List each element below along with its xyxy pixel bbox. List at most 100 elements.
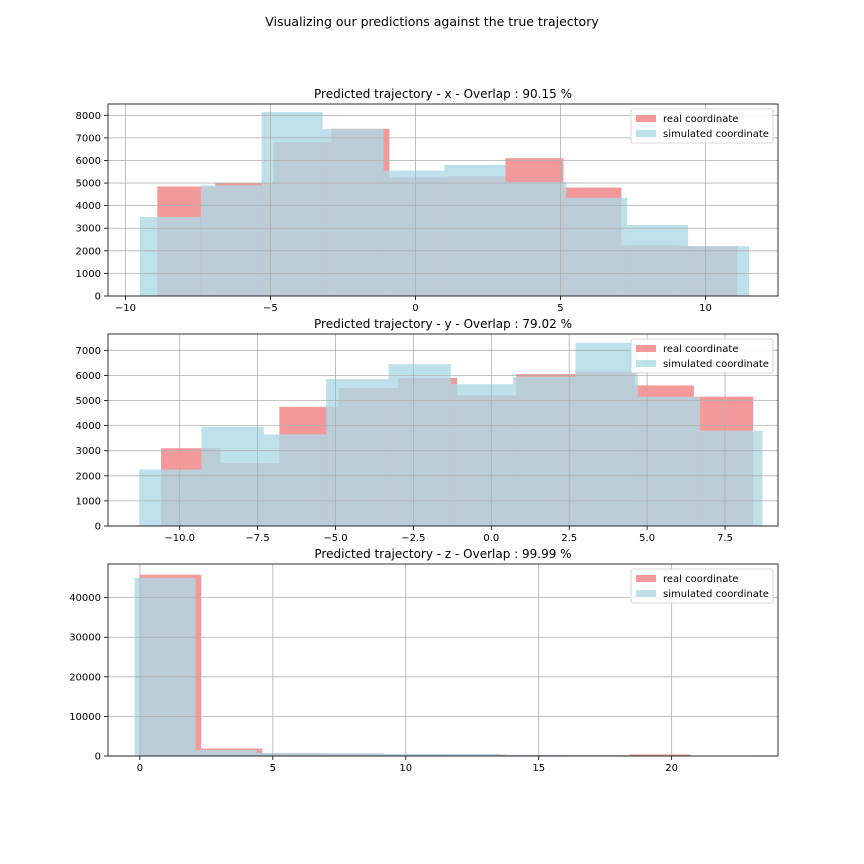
x-tick-label: 0	[137, 763, 143, 774]
legend-label-real: real coordinate	[663, 114, 738, 125]
x-tick-label: 7.5	[717, 533, 733, 544]
y-tick-label: 6000	[76, 371, 101, 382]
simulated-bar-1	[139, 216, 201, 296]
simulated-bar-6	[440, 754, 502, 756]
subplot-3: 0 5 10 15 20 0 10000 20000 30000 40000 Predicted t…	[69, 547, 779, 774]
y-tick-label: 0	[95, 522, 101, 533]
simulated-bar-4	[326, 379, 389, 526]
simulated-bar-8	[575, 342, 638, 526]
legend-swatch-simulated	[636, 590, 656, 597]
simulated-bar-6	[450, 384, 514, 526]
simulated-bar-7	[505, 181, 567, 296]
simulated-bar-4	[318, 753, 380, 756]
legend: real coordinate simulated coordinate	[630, 568, 774, 604]
y-tick-label: 20000	[69, 672, 101, 683]
simulated-bar-2	[201, 426, 264, 526]
subplot-1: −10 −5 0 5 10 0 1000 2000 3000 4000 5000 6000 7000 80…	[76, 87, 779, 314]
x-tick-label: 0	[412, 303, 418, 314]
x-tick-label: 20	[665, 763, 678, 774]
y-tick-label: 0	[95, 292, 101, 303]
subplot-2: −10.0 −7.5 −5.0 −2.5 0.0 2.5 5.0 7.5 0 1000 2000 30…	[76, 317, 779, 544]
x-tick-label: −7.5	[245, 533, 269, 544]
simulated-bar-5	[383, 170, 445, 296]
subplot-title: Predicted trajectory - x - Overlap : 90.…	[314, 87, 572, 101]
y-tick-label: 4000	[76, 421, 101, 432]
simulated-bar-3	[261, 111, 323, 296]
legend-swatch-real	[636, 575, 656, 582]
x-tick-label: −10.0	[164, 533, 195, 544]
simulated-bar-9	[637, 396, 701, 526]
x-tick-label: −5	[263, 303, 278, 314]
real-bar-9	[629, 754, 691, 756]
y-tick-label: 6000	[76, 156, 101, 167]
legend: real coordinate simulated coordinate	[630, 108, 774, 144]
y-tick-label: 2000	[76, 471, 101, 482]
y-tick-label: 7000	[76, 133, 101, 144]
legend-label-simulated: simulated coordinate	[663, 589, 769, 600]
legend-label-real: real coordinate	[663, 574, 738, 585]
axes-frame	[107, 103, 779, 297]
x-tick-label: −2.5	[401, 533, 425, 544]
legend-box	[630, 338, 774, 374]
y-tick-label: 40000	[69, 593, 101, 604]
y-tick-label: 1000	[76, 496, 101, 507]
simulated-bar-3	[263, 434, 327, 526]
subplot-title: Predicted trajectory - z - Overlap : 99.…	[314, 547, 571, 561]
simulated-bar-9	[627, 224, 689, 296]
x-tick-label: 5	[557, 303, 563, 314]
simulated-bar-2	[200, 185, 262, 296]
bars	[139, 342, 763, 526]
axes-frame	[107, 333, 779, 527]
x-tick-label: 5.0	[639, 533, 655, 544]
y-tick-label: 1000	[76, 269, 101, 280]
legend-swatch-simulated	[636, 360, 656, 367]
simulated-bar-10	[700, 430, 763, 526]
simulated-bar-1	[134, 577, 196, 756]
legend-swatch-simulated	[636, 130, 656, 137]
simulated-bar-2	[195, 750, 257, 756]
y-tick-label: 8000	[76, 111, 101, 122]
y-tick-label: 4000	[76, 201, 101, 212]
bars	[134, 574, 752, 756]
x-tick-label: 2.5	[561, 533, 577, 544]
x-tick-label: −10	[115, 303, 136, 314]
axes-frame	[107, 563, 779, 757]
legend: real coordinate simulated coordinate	[630, 338, 774, 374]
y-tick-label: 10000	[69, 712, 101, 723]
simulated-bar-5	[379, 754, 441, 756]
x-tick-label: 10	[699, 303, 712, 314]
legend-box	[630, 568, 774, 604]
y-tick-label: 0	[95, 752, 101, 763]
x-tick-label: 5	[270, 763, 276, 774]
y-tick-label: 3000	[76, 446, 101, 457]
simulated-bar-7	[513, 376, 576, 526]
y-tick-label: 2000	[76, 246, 101, 257]
simulated-bar-7	[501, 754, 563, 756]
legend-label-simulated: simulated coordinate	[663, 129, 769, 140]
y-tick-label: 7000	[76, 346, 101, 357]
simulated-bar-1	[139, 469, 202, 526]
y-tick-label: 5000	[76, 396, 101, 407]
x-tick-label: −5.0	[323, 533, 347, 544]
legend-label-simulated: simulated coordinate	[663, 359, 769, 370]
simulated-bar-6	[444, 164, 506, 296]
subplot-title: Predicted trajectory - y - Overlap : 79.…	[314, 317, 572, 331]
legend-box	[630, 108, 774, 144]
legend-swatch-real	[636, 115, 656, 122]
simulated-bar-3	[256, 752, 319, 756]
x-tick-label: 0.0	[483, 533, 499, 544]
figure-suptitle: Visualizing our predictions against the …	[265, 14, 599, 29]
y-tick-label: 3000	[76, 224, 101, 235]
legend-swatch-real	[636, 345, 656, 352]
x-tick-label: 15	[532, 763, 545, 774]
legend-label-real: real coordinate	[663, 344, 738, 355]
simulated-bar-4	[322, 128, 384, 296]
simulated-bar-10	[688, 246, 749, 296]
y-tick-label: 5000	[76, 179, 101, 190]
y-tick-label: 30000	[69, 633, 101, 644]
simulated-bar-8	[566, 197, 628, 296]
simulated-bar-5	[388, 364, 451, 526]
x-tick-label: 10	[399, 763, 412, 774]
